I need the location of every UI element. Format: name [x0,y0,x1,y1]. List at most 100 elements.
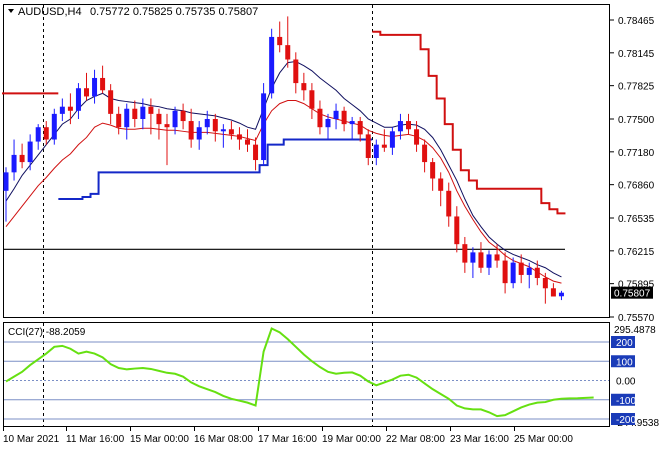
candle-body [245,139,250,145]
candle [550,283,556,297]
candle-body [414,129,420,145]
candle [228,121,234,140]
candle-body [486,254,492,268]
candle-body [277,36,283,46]
candle [116,106,122,135]
candle [245,129,250,152]
candle [357,116,363,142]
candle [92,69,98,104]
candle-body [293,59,299,84]
candle [204,110,210,135]
candle-body [406,121,411,130]
candle-body [140,106,146,119]
candle-body [92,77,98,97]
cci-level-box [611,336,635,348]
candle [325,113,331,140]
candle-body [365,134,371,158]
candle-body [526,267,532,275]
candle [164,113,170,166]
candle-body [253,144,259,161]
candle [67,93,73,125]
price-tick-label: 0.76535 [618,214,655,225]
candle-body [558,292,564,297]
candle [333,103,339,130]
candle-body [542,278,548,289]
candle [180,103,186,130]
candle [3,167,9,222]
chart-header: AUDUSD,H4 0.75772 0.75825 0.75735 0.7580… [8,6,258,18]
candle [309,83,315,119]
symbol-label: AUDUSD,H4 [18,6,82,18]
candle-body [397,121,403,132]
candle [148,98,154,135]
current-price-tag: 0.75807 [611,286,653,300]
candle-body [261,93,267,161]
candle [438,172,444,207]
candle-body [550,288,556,297]
time-axis: 10 Mar 2021 11 Mar 16:00 15 Mar 00:00 16 Ma… [3,427,573,445]
candle-body [502,260,508,284]
candle-body [3,172,9,191]
candle-body [220,129,226,132]
candle-body [132,108,138,119]
candle [349,116,355,140]
candle [156,108,162,140]
price-panel-frame [3,4,610,318]
candle-body [148,106,154,114]
candle [293,52,299,94]
candle [373,139,379,166]
candle [341,106,347,132]
candle-body [236,134,242,140]
stop-line-high [2,30,566,215]
candle-body [75,88,81,111]
candle [236,127,242,150]
candle-body [317,108,323,128]
candle [277,21,283,53]
collapse-triangle-icon[interactable] [8,9,14,13]
time-tick-label: 23 Mar 16:00 [450,434,509,445]
candle [132,100,138,128]
candle-body [373,144,379,158]
candle [502,252,508,294]
cci-top-value: 295.4878 [614,325,656,336]
candle-body [381,144,387,148]
candle-body [422,144,428,163]
candle-body [357,121,363,135]
candle-body [325,119,331,128]
candle [422,139,428,173]
candle [430,157,436,191]
candle [84,72,89,101]
candle-body [285,45,291,60]
stop-line-low [58,138,373,201]
cci-panel-frame [3,322,610,427]
candle [486,250,492,275]
candle-body [164,124,170,128]
cci-level-box [611,393,635,406]
ohlc-readout: 0.75772 0.75825 0.75735 0.75807 [90,6,258,18]
candle-body [478,252,484,268]
candle [11,139,17,181]
price-tick-label: 0.78465 [618,16,655,27]
candle-body [27,141,33,163]
candle-body [59,106,65,114]
candle-body [349,121,355,125]
candle [51,108,57,145]
cci-level-box [611,355,635,368]
candle-body [196,127,202,140]
candle-body [228,129,234,135]
candle [172,106,178,135]
candle-body [389,131,395,148]
candle [478,242,484,273]
cci-level-label: -200 [616,415,636,426]
candle [406,113,411,135]
candle-body [333,110,339,119]
candle-body [494,254,500,261]
candle-body [67,106,73,111]
candle-body [43,127,49,140]
candle-body [100,77,106,91]
candle [108,84,114,125]
candle [365,129,371,166]
price-tick-label: 0.75895 [618,280,655,291]
candle-body [108,90,114,114]
